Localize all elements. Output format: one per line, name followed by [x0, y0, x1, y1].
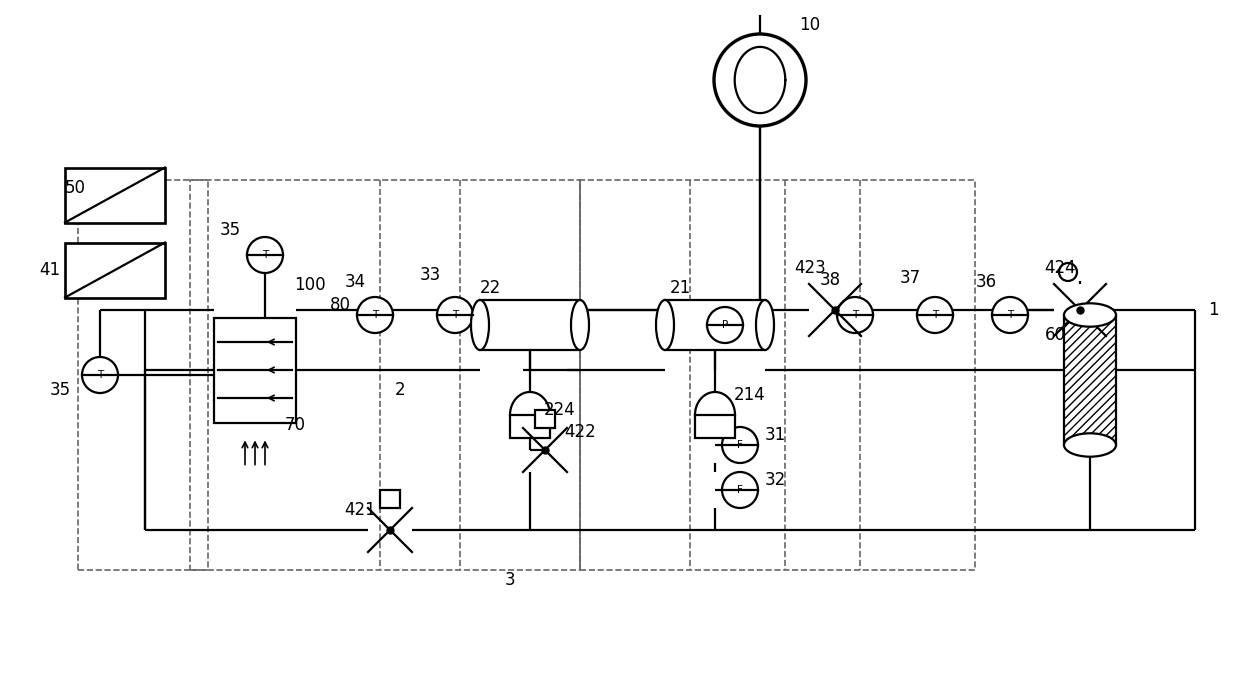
Text: T: T	[262, 250, 268, 260]
Bar	[1064, 315, 1116, 445]
Text: 423: 423	[794, 259, 826, 277]
Text: T: T	[372, 310, 378, 320]
Text: 38: 38	[820, 271, 841, 289]
Bar	[665, 300, 765, 350]
Text: 36: 36	[976, 273, 997, 291]
Bar	[78, 180, 208, 570]
Ellipse shape	[756, 300, 774, 350]
Text: P: P	[722, 320, 728, 330]
Text: 224: 224	[544, 401, 575, 419]
Text: T: T	[852, 310, 858, 320]
Circle shape	[82, 357, 118, 393]
Circle shape	[918, 297, 954, 333]
Circle shape	[247, 237, 283, 273]
Bar	[536, 410, 556, 428]
Text: 214: 214	[734, 386, 766, 404]
Bar	[580, 180, 975, 570]
Text: 3: 3	[505, 571, 516, 589]
Bar	[64, 168, 165, 223]
Bar	[480, 300, 580, 350]
Text: 424: 424	[1044, 259, 1076, 277]
Text: 34: 34	[345, 273, 366, 291]
Text: 1: 1	[1208, 301, 1219, 319]
Text: 50: 50	[64, 179, 86, 197]
Text: T: T	[451, 310, 458, 320]
Text: 60: 60	[1044, 326, 1065, 344]
Text: 35: 35	[50, 381, 71, 399]
Text: 70: 70	[284, 416, 305, 434]
Text: 41: 41	[40, 261, 61, 279]
Text: 32: 32	[764, 471, 786, 489]
Circle shape	[357, 297, 393, 333]
Text: 22: 22	[480, 279, 501, 297]
Circle shape	[837, 297, 873, 333]
Ellipse shape	[1064, 303, 1116, 327]
Text: T: T	[932, 310, 939, 320]
Text: F: F	[737, 440, 743, 450]
Text: 31: 31	[764, 426, 786, 444]
Circle shape	[1059, 263, 1078, 281]
Circle shape	[722, 472, 758, 508]
Circle shape	[707, 307, 743, 343]
Text: 35: 35	[219, 221, 241, 239]
Circle shape	[722, 427, 758, 463]
Bar	[64, 243, 165, 297]
Text: 422: 422	[564, 423, 596, 441]
Text: 21: 21	[670, 279, 691, 297]
Text: 100: 100	[294, 276, 326, 294]
Text: 2: 2	[394, 381, 405, 399]
Text: F: F	[737, 485, 743, 495]
Bar	[215, 317, 296, 423]
Text: 37: 37	[899, 269, 920, 287]
Text: 421: 421	[345, 501, 376, 519]
Ellipse shape	[570, 300, 589, 350]
Bar	[190, 180, 580, 570]
Circle shape	[714, 34, 806, 126]
Circle shape	[992, 297, 1028, 333]
Text: 10: 10	[800, 16, 821, 34]
Circle shape	[436, 297, 472, 333]
Text: 80: 80	[330, 296, 351, 314]
Ellipse shape	[471, 300, 489, 350]
Bar	[381, 491, 399, 508]
Text: T: T	[1007, 310, 1013, 320]
Bar	[694, 415, 735, 438]
Ellipse shape	[1064, 433, 1116, 457]
Bar	[510, 415, 551, 438]
Text: T: T	[97, 370, 103, 380]
Text: 33: 33	[419, 266, 440, 284]
Ellipse shape	[656, 300, 675, 350]
